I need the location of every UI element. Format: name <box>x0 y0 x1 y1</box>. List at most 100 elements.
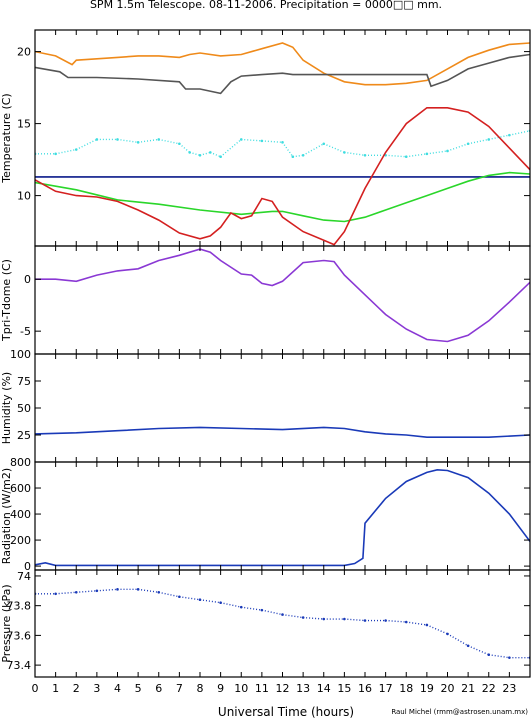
panel-frame <box>34 29 531 247</box>
dotted-segment <box>323 143 345 154</box>
series-2-line <box>35 53 530 95</box>
x-tick-label: 8 <box>197 682 204 695</box>
x-tick-label: 0 <box>32 682 39 695</box>
dotted-segment <box>344 618 366 622</box>
x-tick-label: 5 <box>135 682 142 695</box>
panel-frame <box>34 461 531 571</box>
dotted-segment <box>282 613 304 619</box>
x-tick-label: 22 <box>482 682 496 695</box>
dotted-segment <box>138 588 159 593</box>
x-tick-label: 3 <box>93 682 100 695</box>
dotted-segment <box>406 153 427 158</box>
series-6-line <box>35 107 530 246</box>
x-tick-label: 14 <box>317 682 331 695</box>
y-tick-label: 0 <box>24 273 31 286</box>
x-tick-label: 4 <box>114 682 121 695</box>
dotted-segment <box>467 645 490 656</box>
dotted-segment <box>509 130 530 136</box>
panel-frame <box>34 245 531 355</box>
panel-5: 73.4 73.6 73.8 74 Pressure (kPa) <box>0 569 531 678</box>
dotted-segment <box>406 621 427 626</box>
y-tick-label: 400 <box>10 508 31 521</box>
series-5-line <box>35 171 530 223</box>
y-axis-label: Temperature (C) <box>0 93 13 183</box>
x-tick-label: 1 <box>52 682 59 695</box>
dotted-segment <box>241 138 262 142</box>
dotted-segment <box>261 140 283 144</box>
series-1-dots <box>35 588 530 659</box>
chart-title: SPM 1.5m Telescope. 08-11-2006. Precipit… <box>90 0 442 11</box>
panel-3: 25 50 75 100 Humidity (%) <box>0 348 531 463</box>
dotted-segment <box>447 143 469 152</box>
dotted-segment <box>55 148 77 155</box>
x-tick-label: 20 <box>441 682 455 695</box>
series-1-line <box>35 468 530 567</box>
dotted-segment <box>189 151 201 156</box>
x-tick-label: 16 <box>358 682 372 695</box>
x-tick-label: 21 <box>461 682 475 695</box>
y-tick-label: 800 <box>10 456 31 469</box>
x-tick-label: 7 <box>176 682 183 695</box>
x-tick-label: 19 <box>420 682 434 695</box>
x-tick-label: 17 <box>379 682 393 695</box>
dotted-segment <box>210 151 221 158</box>
dotted-segment <box>179 596 201 601</box>
y-tick-label: 74 <box>17 570 31 583</box>
y-axis-label: Radiation (W/m2) <box>0 468 13 564</box>
y-tick-label: 73.6 <box>7 629 32 642</box>
x-tick-label: 9 <box>217 682 224 695</box>
y-tick-label: 100 <box>10 348 31 361</box>
dotted-segment <box>426 150 448 155</box>
y-tick-label: 0 <box>24 560 31 573</box>
panel-1: 10 15 20 Temperature (C) <box>0 29 531 247</box>
dotted-segment <box>385 154 407 158</box>
y-tick-label: 73.4 <box>7 659 32 672</box>
x-tick-label: 12 <box>276 682 290 695</box>
y-tick-label: 10 <box>17 190 31 203</box>
panel-frame <box>34 353 531 463</box>
dotted-segment <box>220 138 242 158</box>
dotted-segment <box>281 141 294 158</box>
x-tick-label: 15 <box>337 682 351 695</box>
y-tick-label: -5 <box>20 325 31 338</box>
x-tick-label: 13 <box>296 682 310 695</box>
panel-2: -5 0 Tpri-Tdome (C) <box>0 245 531 355</box>
y-axis-label: Pressure (kPa) <box>0 584 13 662</box>
x-tick-label: 23 <box>502 682 516 695</box>
dotted-segment <box>467 138 489 145</box>
y-tick-label: 75 <box>17 375 31 388</box>
y-tick-label: 15 <box>17 118 31 131</box>
dotted-segment <box>158 591 180 598</box>
dotted-segment <box>241 606 262 611</box>
dotted-segment <box>96 588 118 592</box>
dotted-segment <box>426 624 448 635</box>
dotted-segment <box>220 602 242 608</box>
dotted-segment <box>138 138 159 144</box>
x-axis-label: Universal Time (hours) <box>218 705 354 719</box>
series-1-line <box>35 248 530 343</box>
series-3-dots <box>35 129 530 159</box>
x-tick-label: 2 <box>73 682 80 695</box>
series-1-line <box>35 42 530 86</box>
dotted-segment <box>55 591 77 595</box>
y-tick-label: 600 <box>10 482 31 495</box>
x-tick-label: 6 <box>155 682 162 695</box>
panel-frame <box>34 569 531 678</box>
credit-text: Raul Michel (rmm@astrosen.unam.mx) <box>391 708 528 716</box>
y-axis-label: Tpri-Tdome (C) <box>0 259 13 342</box>
x-tick-label: 11 <box>255 682 269 695</box>
y-tick-label: 73.8 <box>7 600 32 613</box>
y-tick-label: 25 <box>17 429 31 442</box>
dotted-segment <box>199 151 211 156</box>
y-tick-label: 200 <box>10 534 31 547</box>
dotted-segment <box>75 138 98 151</box>
dotted-segment <box>76 590 97 593</box>
y-tick-label: 20 <box>17 46 31 59</box>
dotted-segment <box>488 654 510 659</box>
dotted-segment <box>303 616 324 620</box>
dotted-segment <box>344 151 366 156</box>
series-1-line <box>35 426 530 438</box>
